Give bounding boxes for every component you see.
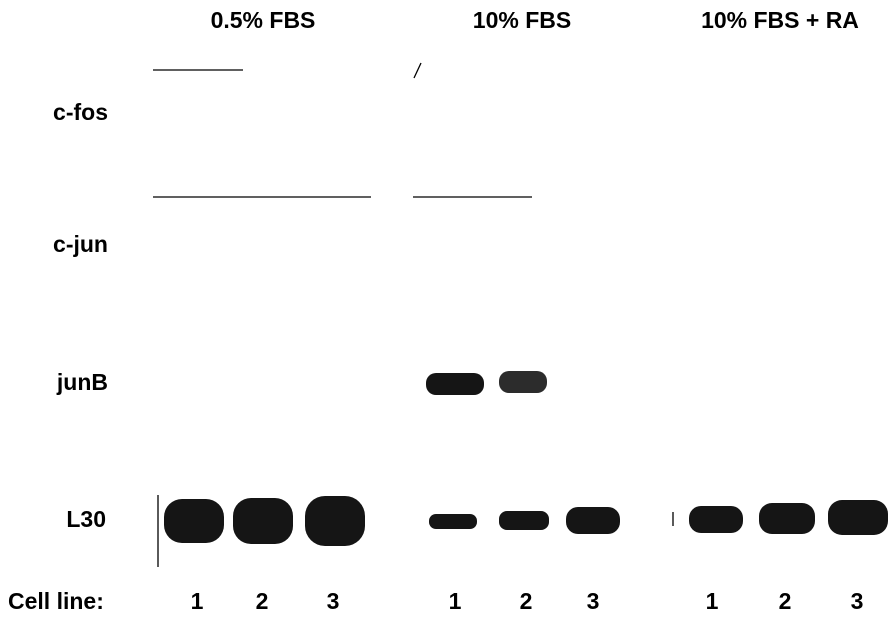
- column-header: 10% FBS: [473, 7, 571, 33]
- lane-label: 2: [520, 588, 533, 614]
- page: 0.5% FBS 10% FBS 10% FBS + RA c-fos c-ju…: [0, 0, 893, 618]
- band: [426, 373, 484, 395]
- column-header: 10% FBS + RA: [701, 7, 859, 33]
- row-label: c-fos: [53, 99, 108, 125]
- row-label: L30: [66, 506, 106, 532]
- band: [499, 511, 549, 530]
- blot-figure: 0.5% FBS 10% FBS 10% FBS + RA c-fos c-ju…: [0, 0, 893, 618]
- footer-label: Cell line:: [8, 588, 104, 614]
- band: [566, 507, 620, 534]
- band: [759, 503, 815, 534]
- lane-label: 3: [327, 588, 340, 614]
- column-header: 0.5% FBS: [211, 7, 316, 33]
- band: [305, 496, 365, 546]
- lane-label: 2: [779, 588, 792, 614]
- blot-artifacts: [153, 63, 673, 567]
- band: [499, 371, 547, 393]
- band: [164, 499, 224, 543]
- lane-label: 3: [851, 588, 864, 614]
- band: [429, 514, 477, 529]
- band: [828, 500, 888, 535]
- lane-label: 2: [256, 588, 269, 614]
- band: [233, 498, 293, 544]
- lane-label: 1: [191, 588, 204, 614]
- artifact-line: [414, 63, 421, 78]
- lane-label: 1: [706, 588, 719, 614]
- lane-label: 3: [587, 588, 600, 614]
- row-label: c-jun: [53, 231, 108, 257]
- lane-label: 1: [449, 588, 462, 614]
- row-label: junB: [56, 369, 108, 395]
- band: [689, 506, 743, 533]
- junB-bands: [426, 371, 547, 395]
- L30-bands: [164, 496, 888, 546]
